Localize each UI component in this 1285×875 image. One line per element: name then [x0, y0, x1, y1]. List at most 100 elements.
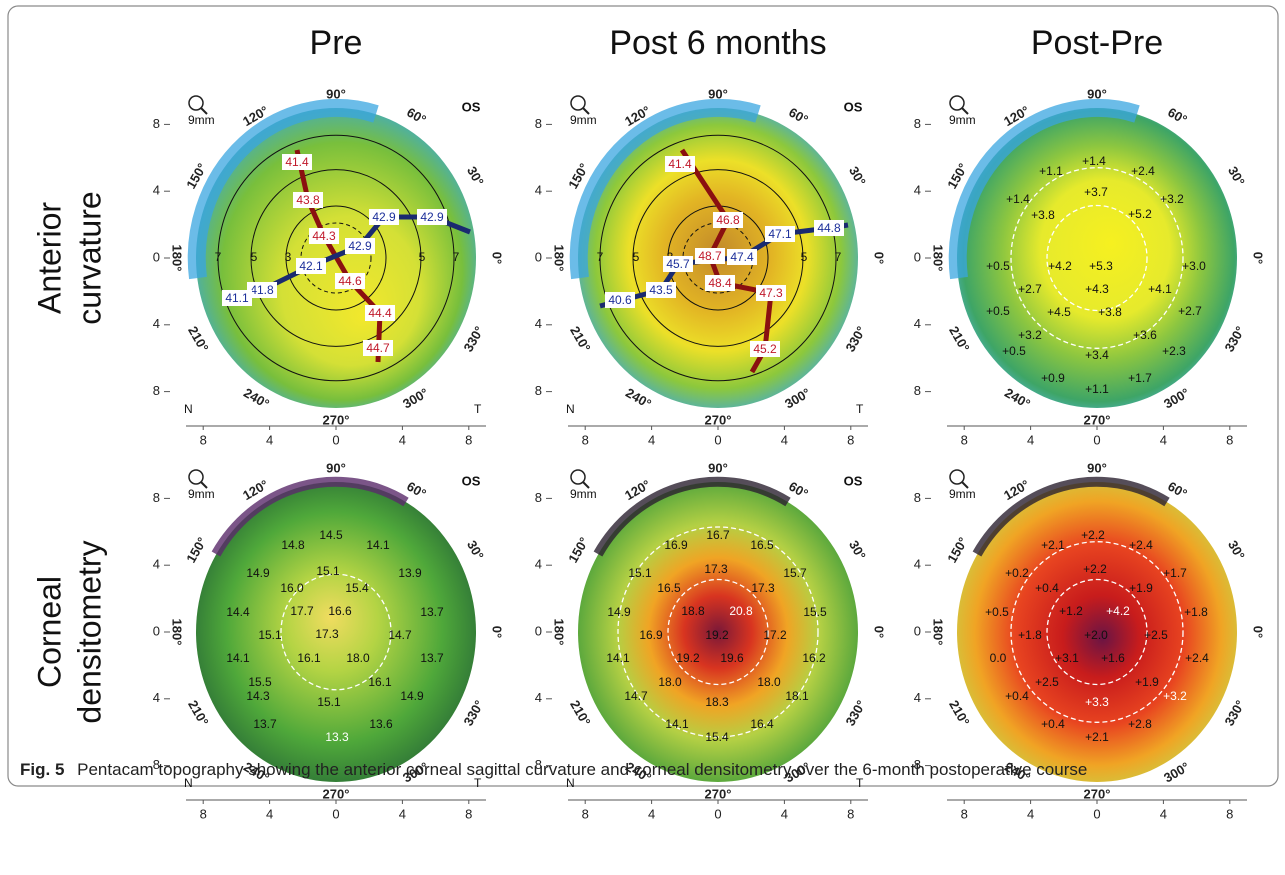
map-value: +2.0 — [1084, 628, 1108, 642]
map-value: 13.3 — [325, 730, 349, 744]
map-value: +0.4 — [1005, 689, 1029, 703]
angle-label: 180° — [931, 245, 946, 272]
x-tick-label: 4 — [648, 432, 655, 447]
map-value: +1.4 — [1082, 154, 1106, 168]
map-value: 19.6 — [720, 651, 744, 665]
map-value: +1.8 — [1018, 628, 1042, 642]
angle-label: 270° — [323, 412, 350, 427]
magnifier-icon — [950, 96, 964, 110]
map-value: 13.7 — [420, 651, 444, 665]
map-value: 15.1 — [258, 628, 282, 642]
map-value: 17.7 — [290, 604, 314, 618]
map-value: +3.2 — [1160, 192, 1184, 206]
angle-label: 90° — [708, 460, 728, 475]
angle-label: 90° — [326, 460, 346, 475]
angle-label: 30° — [846, 164, 869, 189]
map-value: +4.5 — [1047, 305, 1071, 319]
y-tick-label: 8 — [914, 490, 921, 505]
map-value: +4.1 — [1148, 282, 1172, 296]
angle-label: 180° — [552, 245, 567, 272]
eye-label: OS — [462, 99, 481, 114]
x-tick-label: 4 — [266, 432, 273, 447]
angle-label: 270° — [705, 786, 732, 801]
map-value: 14.1 — [606, 651, 630, 665]
red-value: 48.7 — [698, 249, 722, 263]
angle-label: 150° — [944, 535, 970, 566]
red-value: 44.4 — [368, 306, 392, 320]
map-value: +1.6 — [1101, 651, 1125, 665]
angle-label: 90° — [708, 86, 728, 101]
map-value: +1.9 — [1135, 675, 1159, 689]
map-value: 14.9 — [400, 689, 424, 703]
map-value: +3.4 — [1085, 348, 1109, 362]
caption-label: Fig. 5 — [20, 760, 64, 779]
magnifier-icon — [189, 96, 203, 110]
map-value: +0.4 — [1041, 717, 1065, 731]
angle-label: 210° — [567, 698, 593, 729]
map-value: +5.2 — [1128, 207, 1152, 221]
magnifier-icon — [189, 470, 203, 484]
map-value: 16.1 — [297, 651, 321, 665]
map-value: +5.3 — [1089, 259, 1113, 273]
row-title: curvature — [71, 191, 107, 324]
red-value: 44.7 — [366, 341, 390, 355]
angle-label: 270° — [1084, 412, 1111, 427]
map-value: 14.8 — [281, 538, 305, 552]
blue-value: 42.1 — [299, 259, 323, 273]
angle-label: 0° — [1251, 626, 1266, 638]
map-value: 14.1 — [665, 717, 689, 731]
map-value: 13.9 — [398, 566, 422, 580]
y-tick-label: 8 — [153, 383, 160, 398]
angle-label: 180° — [170, 619, 185, 646]
map-value: 15.1 — [317, 695, 341, 709]
map-value: 14.9 — [246, 566, 270, 580]
map-value: +4.3 — [1085, 282, 1109, 296]
y-tick-label: 8 — [914, 383, 921, 398]
eye-label: OS — [462, 473, 481, 488]
red-value: 41.4 — [668, 157, 692, 171]
map-value: 19.2 — [705, 628, 729, 642]
map-value: 18.1 — [785, 689, 809, 703]
blue-value: 40.6 — [608, 293, 632, 307]
x-tick-label: 4 — [781, 806, 788, 821]
x-tick-label: 4 — [1160, 806, 1167, 821]
angle-label: 150° — [183, 535, 209, 566]
angle-label: 60° — [1165, 105, 1190, 128]
y-tick-label: 4 — [153, 690, 160, 705]
magnifier-icon — [950, 470, 964, 484]
map-value: 16.5 — [657, 581, 681, 595]
x-tick-label: 4 — [781, 432, 788, 447]
scale-label: 9mm — [188, 113, 215, 127]
y-tick-label: 4 — [914, 557, 921, 572]
caption-text: Pentacam topography showing the anterior… — [77, 760, 1087, 779]
scale-label: 9mm — [570, 113, 597, 127]
map-value: +2.1 — [1085, 730, 1109, 744]
eye-label: OS — [844, 473, 863, 488]
map-value: 13.6 — [369, 717, 393, 731]
map-value: +2.4 — [1129, 538, 1153, 552]
blue-value: 41.1 — [225, 291, 249, 305]
map-value: +0.5 — [986, 304, 1010, 318]
ring-label: 5 — [633, 250, 640, 264]
angle-label: 330° — [842, 698, 868, 729]
ring-label: 5 — [419, 250, 426, 264]
red-value: 46.8 — [716, 213, 740, 227]
blue-value: 42.9 — [348, 239, 372, 253]
map-value: +0.4 — [1035, 581, 1059, 595]
angle-label: 270° — [705, 412, 732, 427]
map-value: 15.4 — [345, 581, 369, 595]
map-value: +3.2 — [1018, 328, 1042, 342]
y-tick-label: 0 — [153, 623, 160, 638]
x-tick-label: 8 — [961, 432, 968, 447]
angle-label: 180° — [552, 619, 567, 646]
y-tick-label: 8 — [153, 116, 160, 131]
map-value: 13.7 — [253, 717, 277, 731]
angle-label: 90° — [1087, 86, 1107, 101]
y-tick-label: 0 — [914, 249, 921, 264]
map-value: 15.7 — [783, 566, 807, 580]
map-value: +2.2 — [1081, 528, 1105, 542]
map-value: +2.7 — [1018, 282, 1042, 296]
x-tick-label: 8 — [582, 432, 589, 447]
map-value: 15.1 — [316, 564, 340, 578]
y-tick-label: 4 — [914, 183, 921, 198]
